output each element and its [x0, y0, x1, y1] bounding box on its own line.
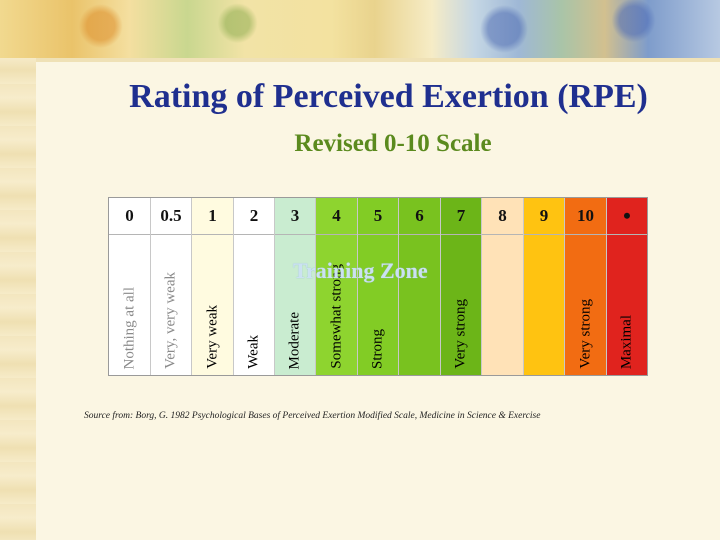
- scale-column-10: 9: [524, 198, 565, 375]
- scale-value: 7: [441, 198, 481, 235]
- scale-value: 6: [399, 198, 440, 235]
- scale-column-3: 2 Weak: [234, 198, 275, 375]
- scale-column-9: 8: [482, 198, 524, 375]
- scale-column-2: 1 Very weak: [192, 198, 234, 375]
- scale-column-12: • Maximal: [607, 198, 647, 375]
- scale-value: 2: [234, 198, 274, 235]
- scale-descriptor: Very, very weak: [162, 272, 179, 369]
- scale-value: 0.5: [151, 198, 191, 235]
- scale-column-11: 10 Very strong: [565, 198, 607, 375]
- slide-subtitle: Revised 0-10 Scale: [0, 130, 720, 158]
- slide-title-text: Rating of Perceived Exertion (RPE): [129, 78, 648, 115]
- scale-descriptor: Maximal: [618, 314, 635, 369]
- scale-descriptor: Very strong: [577, 299, 593, 369]
- scale-value: 0: [109, 198, 150, 235]
- rpe-scale-table: 0 Nothing at all 0.5 Very, very weak 1 Very w…: [108, 197, 648, 376]
- training-zone-label: Training Zone: [293, 258, 428, 283]
- scale-column-4: 3 Moderate: [275, 198, 316, 375]
- scale-descriptor: Very strong: [452, 299, 469, 369]
- scale-value: 5: [358, 198, 398, 235]
- scale-descriptor: Weak: [245, 335, 262, 369]
- scale-value: 10: [565, 198, 606, 235]
- slide-banner-strip: [36, 58, 720, 62]
- scale-value: 9: [524, 198, 564, 235]
- scale-descriptor: Nothing at all: [121, 286, 137, 370]
- slide-title: Rating of Perceived Exertion (RPE): [0, 78, 720, 116]
- scale-column-7: 6: [399, 198, 441, 375]
- source-citation: Source from: Borg, G. 1982 Psychological…: [84, 411, 541, 421]
- scale-value: 4: [316, 198, 357, 235]
- scale-descriptor: Very weak: [204, 305, 220, 369]
- slide-border-left: [0, 0, 36, 540]
- scale-value: 8: [482, 198, 523, 235]
- scale-value: •: [607, 198, 647, 235]
- scale-column-6: 5 Strong: [358, 198, 399, 375]
- scale-value: 1: [192, 198, 233, 235]
- slide-banner-top: [0, 0, 720, 58]
- scale-descriptor: Strong: [369, 328, 386, 369]
- scale-column-8: 7 Very strong: [441, 198, 482, 375]
- scale-column-0: 0 Nothing at all: [109, 198, 151, 375]
- scale-value: 3: [275, 198, 315, 235]
- slide-subtitle-text: Revised 0-10 Scale: [294, 130, 492, 157]
- scale-column-5: 4 Somewhat strong: [316, 198, 358, 375]
- scale-column-1: 0.5 Very, very weak: [151, 198, 192, 375]
- scale-descriptor: Moderate: [286, 311, 303, 369]
